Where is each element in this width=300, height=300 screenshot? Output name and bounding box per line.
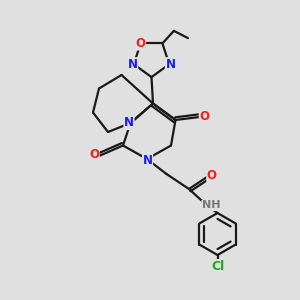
Text: O: O (136, 37, 146, 50)
Text: N: N (124, 116, 134, 130)
Text: O: O (89, 148, 99, 161)
Text: N: N (165, 58, 176, 71)
Text: N: N (128, 58, 138, 71)
Text: Cl: Cl (211, 260, 224, 273)
Text: NH: NH (202, 200, 220, 211)
Text: N: N (142, 154, 153, 167)
Text: O: O (199, 110, 209, 124)
Text: O: O (207, 169, 217, 182)
